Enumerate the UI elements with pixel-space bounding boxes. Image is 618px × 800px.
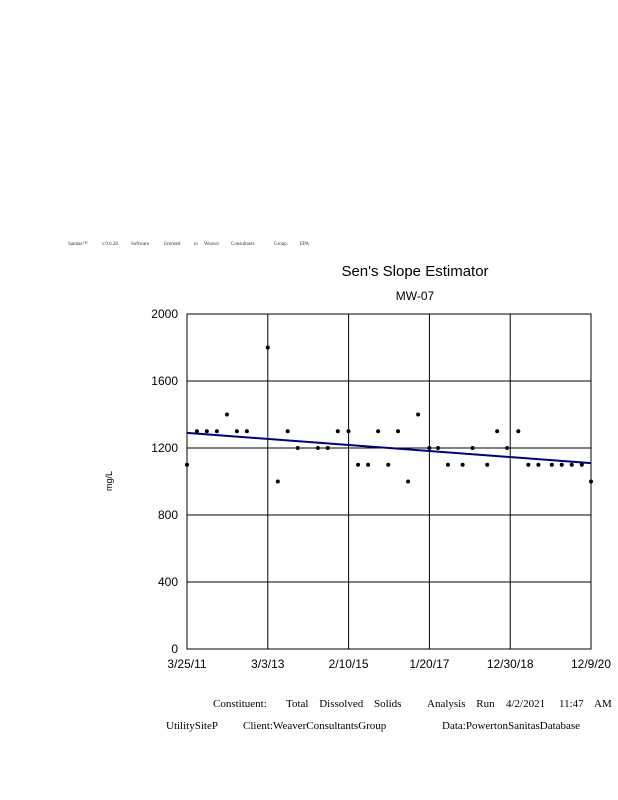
y-tick-label: 400 [158,575,178,589]
data-point [526,462,531,467]
sens-slope-trend-line [186,431,592,465]
constituent-label: Constituent: [213,698,267,710]
y-axis-label: mg/L [104,471,114,491]
data-point [549,462,554,467]
y-tick-label: 0 [171,642,178,656]
license-word: Consultants [231,242,255,247]
y-tick-label: 1200 [151,441,178,455]
data-point [470,446,475,450]
data-point [460,462,465,467]
data-point [505,446,510,450]
data-point [386,462,391,467]
x-tick-label: 1/20/17 [409,657,449,671]
run-date: 4/2/2021 [506,698,546,710]
license-word: Sanitas™ [68,242,88,247]
data-point [579,462,584,467]
site-name: UtilitySiteP [166,720,218,732]
data-point [214,429,219,434]
plot-frame [186,313,592,650]
constituent-value: Total Dissolved Solids [286,698,402,710]
data-point [366,462,371,467]
y-tick-label: 1600 [151,374,178,388]
x-tick-label: 2/10/15 [329,657,369,671]
chart-title: Sen's Slope Estimator [341,263,489,280]
client-name: Client:WeaverConsultantsGroup [243,720,387,732]
data-point [275,479,280,484]
license-word: EPA [300,242,309,247]
data-point [194,429,199,434]
license-word: v.9.6.28 [102,242,118,247]
data-point [485,462,490,467]
license-word: Group. [274,242,289,247]
data-point [234,429,239,434]
x-tick-label: 12/30/18 [487,657,534,671]
data-point [224,412,229,417]
license-word: to [194,242,198,247]
x-tick-label: 12/9/20 [571,657,611,671]
data-point [204,429,209,434]
y-tick-label: 800 [158,508,178,522]
x-tick-label: 3/3/13 [251,657,285,671]
data-point [427,446,432,450]
data-point [376,429,381,434]
license-word: licensed [164,242,181,247]
data-point [569,462,574,467]
data-point [495,429,500,434]
data-point [295,446,300,450]
chart-subtitle: MW-07 [395,289,435,303]
data-point [315,446,320,450]
database-name: Data:PowertonSanitasDatabase [442,720,581,732]
data-point [335,429,340,434]
data-point [406,479,411,484]
data-point [185,462,189,467]
y-tick-label: 2000 [151,307,178,321]
data-point [325,446,330,450]
license-word: Software [131,242,150,247]
data-point [536,462,541,467]
data-point [416,412,421,417]
data-point [356,462,361,467]
data-point [516,429,521,434]
data-point [265,345,270,350]
data-point [559,462,564,467]
data-point [244,429,249,434]
run-ampm: AM [594,698,612,710]
analysis-run-label: Analysis Run [427,698,495,710]
data-point [445,462,450,467]
license-header: Sanitas™ v.9.6.28 Software licensed to Weaver… [68,242,328,252]
data-point [346,429,351,434]
data-point [285,429,290,434]
x-tick-label: 3/25/11 [167,657,206,671]
license-word: Weaver [204,242,220,247]
data-point [589,479,593,484]
data-point [396,429,401,434]
data-point [436,446,441,450]
run-time: 11:47 [559,698,584,710]
